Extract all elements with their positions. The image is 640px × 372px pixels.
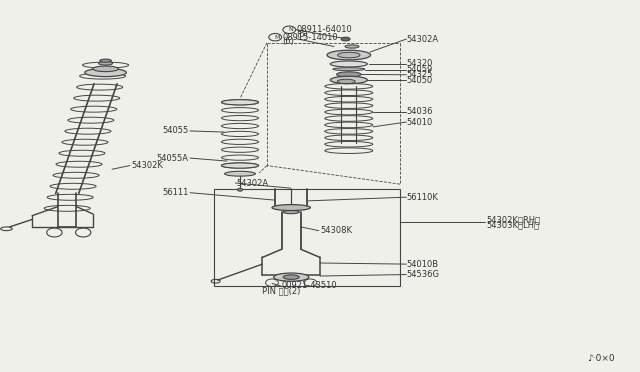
Ellipse shape	[225, 171, 255, 176]
Text: 56111: 56111	[163, 188, 189, 197]
Ellipse shape	[272, 205, 310, 211]
Ellipse shape	[93, 66, 118, 72]
Ellipse shape	[330, 76, 367, 84]
Text: N: N	[289, 27, 294, 32]
Ellipse shape	[274, 273, 309, 281]
Text: 54308K: 54308K	[320, 226, 352, 235]
Bar	[214, 189, 400, 286]
Ellipse shape	[221, 163, 259, 168]
Ellipse shape	[337, 72, 361, 77]
Text: 54010: 54010	[406, 118, 433, 126]
Text: 54010B: 54010B	[406, 260, 438, 269]
Ellipse shape	[85, 68, 127, 77]
Ellipse shape	[100, 59, 111, 62]
Text: 54036: 54036	[406, 107, 433, 116]
Text: 54320: 54320	[406, 60, 433, 68]
Text: (6): (6)	[282, 37, 294, 46]
Text: PIN ピン(2): PIN ピン(2)	[262, 286, 301, 295]
Ellipse shape	[345, 45, 359, 48]
Text: 54302K: 54302K	[131, 161, 163, 170]
Text: 56110K: 56110K	[406, 193, 438, 202]
Text: (6): (6)	[296, 30, 308, 39]
Text: 54302A: 54302A	[237, 179, 269, 187]
Ellipse shape	[337, 79, 355, 84]
Ellipse shape	[99, 61, 113, 65]
Ellipse shape	[333, 68, 365, 71]
Text: 54303K（LH）: 54303K（LH）	[486, 221, 540, 230]
Text: 54302K（RH）: 54302K（RH）	[486, 215, 541, 224]
Text: 00921-43510: 00921-43510	[282, 281, 337, 290]
Text: 54302A: 54302A	[406, 35, 438, 44]
Text: 54536G: 54536G	[406, 270, 440, 279]
Text: M: M	[275, 35, 280, 40]
Ellipse shape	[341, 37, 350, 41]
Text: 54055A: 54055A	[157, 154, 189, 163]
Ellipse shape	[237, 188, 243, 191]
Text: ♪·0×0: ♪·0×0	[587, 354, 614, 363]
Text: 08915-14010: 08915-14010	[282, 33, 338, 42]
Text: 54059: 54059	[406, 65, 433, 74]
Text: 54055: 54055	[163, 126, 189, 135]
Text: 08911-64010: 08911-64010	[296, 25, 352, 34]
Text: 54050: 54050	[406, 76, 433, 85]
Ellipse shape	[327, 50, 371, 60]
Text: 54325: 54325	[406, 70, 433, 79]
Ellipse shape	[338, 52, 360, 58]
Ellipse shape	[330, 61, 367, 67]
Ellipse shape	[283, 211, 300, 214]
Ellipse shape	[221, 100, 259, 105]
Ellipse shape	[283, 275, 300, 279]
